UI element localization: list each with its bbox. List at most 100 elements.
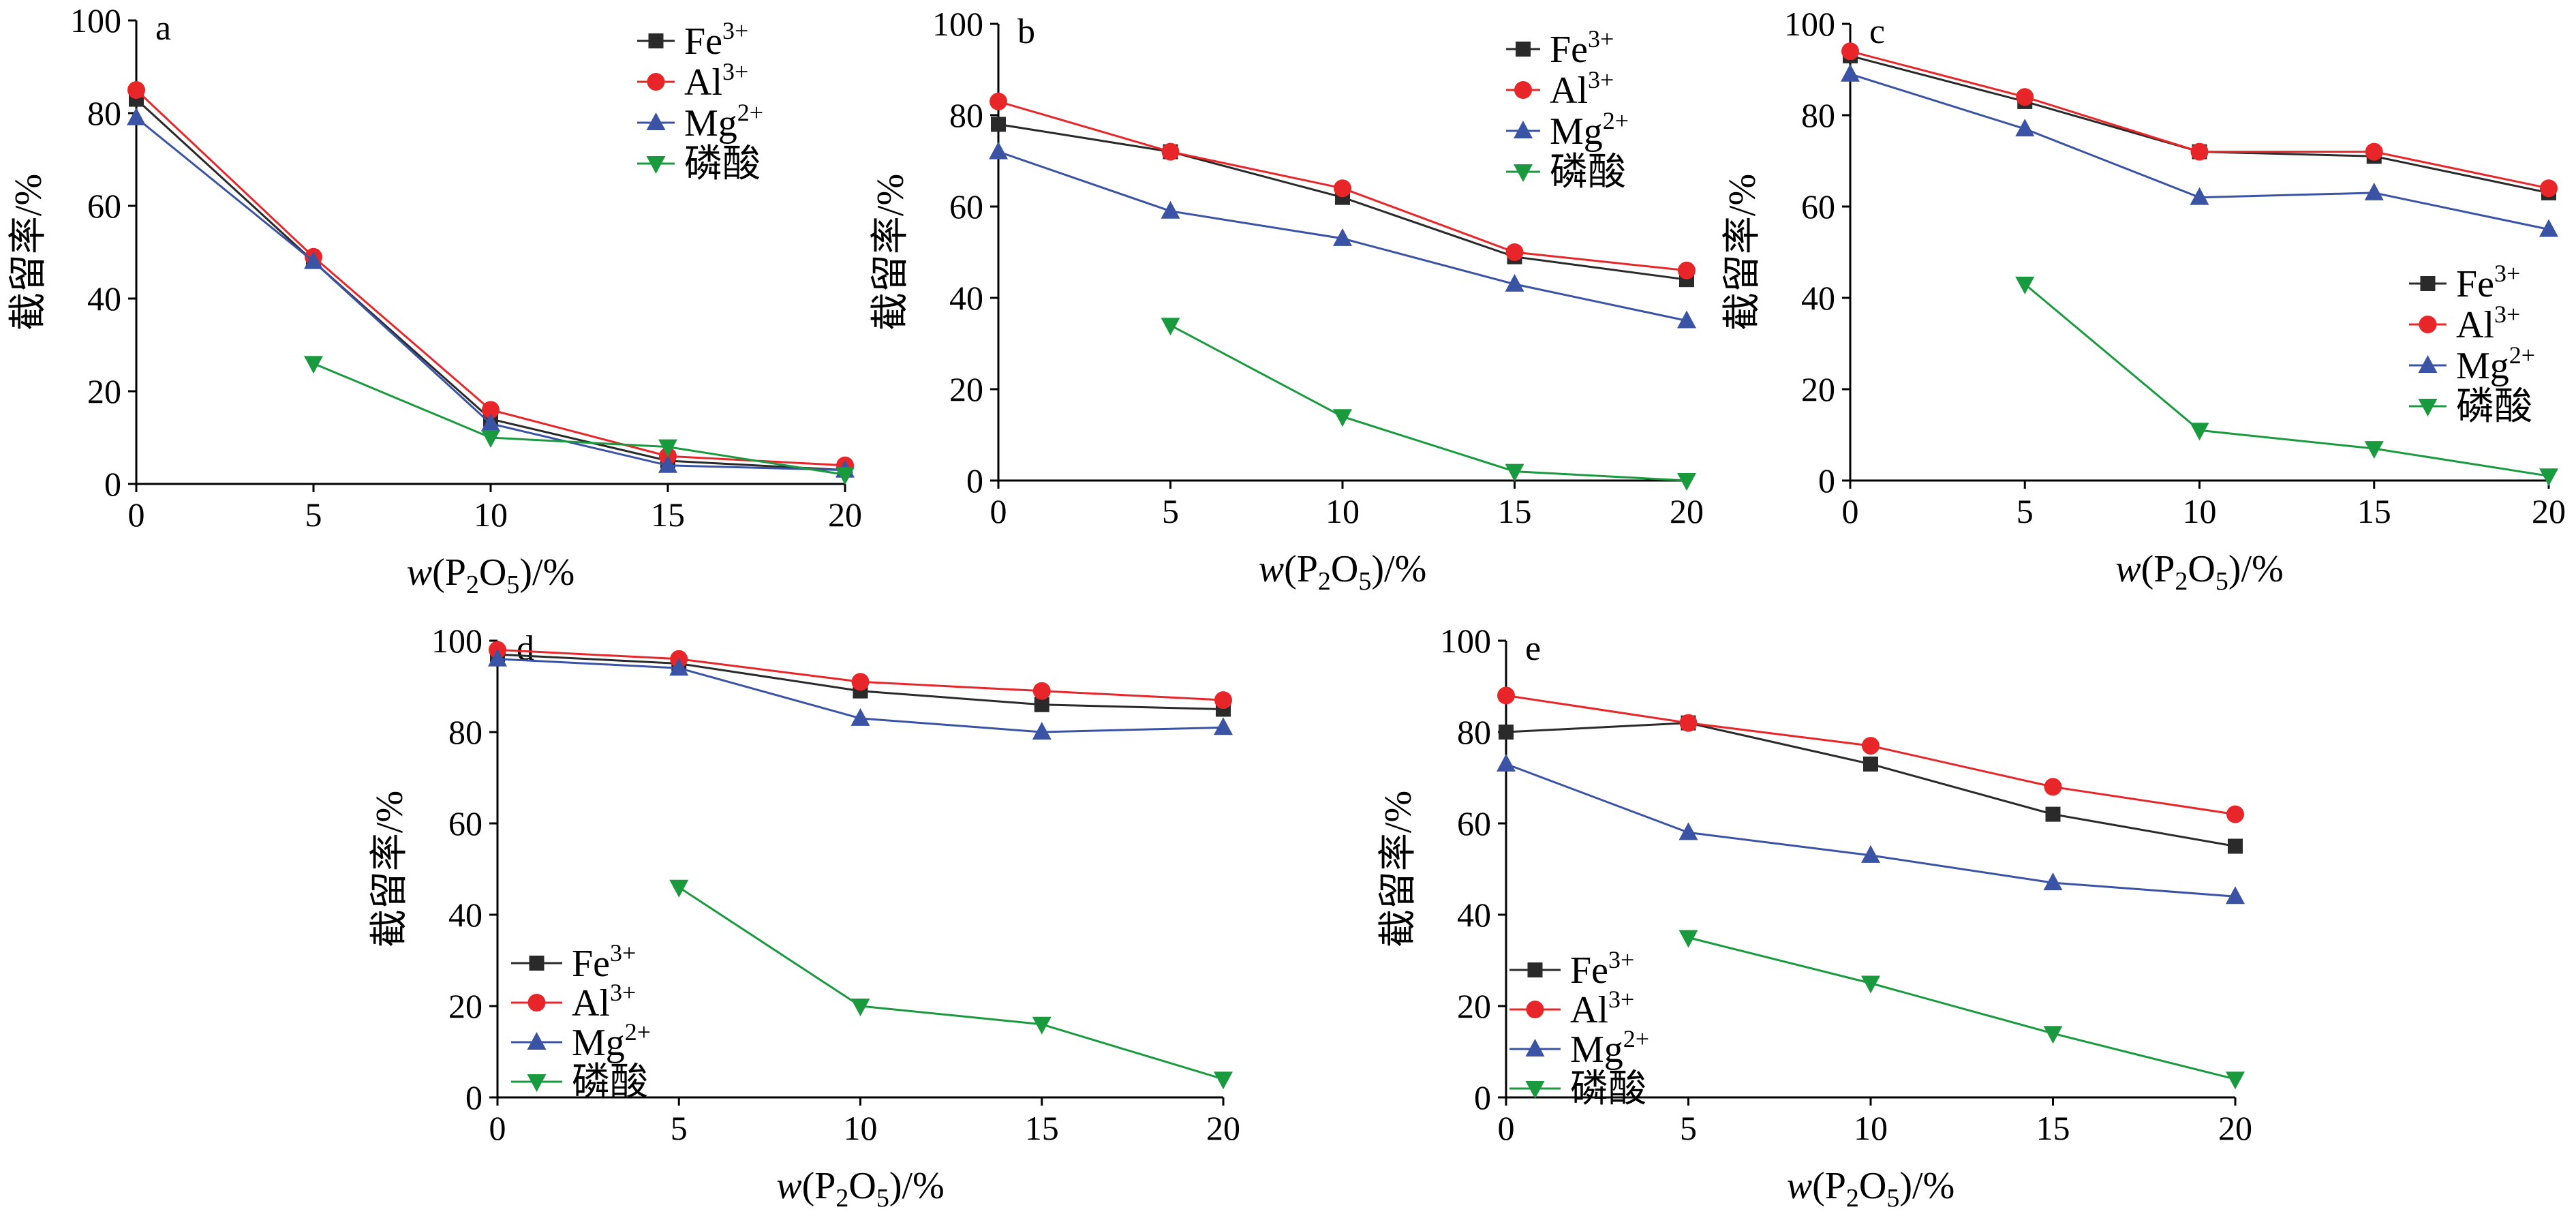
y-tick-label: 80 — [87, 94, 121, 132]
data-point — [1861, 975, 1880, 994]
data-point — [2045, 806, 2061, 822]
y-tick-label: 20 — [1457, 987, 1491, 1025]
x-tick-label: 0 — [1498, 1109, 1515, 1147]
legend-label: 磷酸 — [2456, 386, 2532, 428]
y-tick-label: 80 — [1457, 713, 1491, 751]
legend-label: Fe3+ — [2456, 260, 2520, 305]
panel-label: b — [1017, 12, 1035, 51]
x-axis-label: w(P2O5)/% — [1787, 1165, 1954, 1213]
chart-panel-b: 0 5 10 15 20 0 20 40 60 80 100 b w(P2O5)/% 截留率/% Fe3+A… — [870, 5, 1704, 596]
data-point — [1161, 318, 1180, 336]
series-line — [1169, 324, 1687, 482]
legend: Fe3+Al3+Mg2+磷酸 — [637, 17, 763, 185]
x-tick-label: 15 — [2036, 1109, 2070, 1147]
y-tick-label: 60 — [87, 187, 121, 225]
data-point — [669, 879, 689, 898]
x-tick-label: 5 — [1162, 492, 1179, 530]
x-tick-label: 0 — [1842, 492, 1859, 530]
legend-label: Al3+ — [2456, 301, 2520, 346]
data-point — [304, 251, 323, 269]
x-tick-label: 0 — [128, 496, 145, 534]
series-line — [313, 362, 846, 476]
legend-marker — [647, 73, 665, 91]
data-point — [481, 430, 500, 448]
legend-marker — [1525, 1081, 1545, 1099]
x-tick-label: 5 — [305, 496, 322, 534]
y-tick-label: 80 — [949, 96, 983, 134]
x-tick-label: 5 — [2017, 492, 2034, 530]
data-point — [1841, 63, 1860, 82]
data-point — [2226, 805, 2244, 823]
data-point — [990, 92, 1007, 110]
data-point — [1032, 722, 1052, 740]
data-point — [1161, 142, 1180, 161]
y-tick-label: 40 — [1801, 279, 1835, 317]
data-point — [1032, 682, 1051, 700]
data-point — [1032, 1016, 1052, 1035]
legend-marker — [646, 112, 666, 130]
legend-label: Al3+ — [1570, 986, 1634, 1031]
chart-panel-d: 0 5 10 15 20 0 20 40 60 80 100 d w(P2O5)/% 截留率/% Fe3+A… — [369, 622, 1240, 1213]
data-point — [1679, 714, 1698, 732]
x-tick-label: 10 — [474, 496, 508, 534]
data-point — [2228, 838, 2243, 854]
data-point — [1861, 845, 1880, 863]
x-axis-label: w(P2O5)/% — [407, 551, 574, 599]
chart-panel-e: 0 5 10 15 20 0 20 40 60 80 100 e w(P2O5)/% 截留率/% Fe3+A… — [1377, 622, 2252, 1213]
y-tick-label: 0 — [465, 1078, 482, 1116]
legend-marker — [2420, 276, 2436, 291]
data-point — [482, 401, 500, 419]
series-line — [2024, 283, 2549, 477]
data-point — [1334, 179, 1351, 198]
x-tick-label: 0 — [489, 1109, 506, 1147]
series-line — [1505, 694, 2236, 816]
data-point — [851, 673, 870, 691]
x-tick-label: 20 — [2532, 492, 2566, 530]
data-point — [2540, 179, 2558, 198]
legend-label: Fe3+ — [684, 17, 748, 63]
data-point — [2190, 187, 2209, 205]
x-tick-label: 5 — [1680, 1109, 1697, 1147]
series-0 — [1499, 715, 2243, 854]
x-axis-label: w(P2O5)/% — [1259, 548, 1426, 596]
legend-label: Fe3+ — [1550, 25, 1614, 71]
y-tick-label: 0 — [104, 465, 121, 503]
series-2 — [989, 141, 1696, 329]
panel-label: d — [517, 629, 534, 668]
panel-label: c — [1869, 12, 1885, 51]
series-0 — [1843, 48, 2556, 200]
y-axis-label: 截留率/% — [1377, 791, 1420, 947]
series-3 — [2015, 276, 2558, 487]
y-tick-label: 0 — [966, 461, 983, 500]
data-point — [2190, 423, 2209, 441]
legend-label: Mg2+ — [1550, 107, 1629, 153]
data-point — [304, 356, 323, 374]
y-tick-label: 60 — [1457, 804, 1491, 842]
x-tick-label: 20 — [1670, 492, 1704, 530]
data-point — [1497, 686, 1515, 705]
legend-marker — [527, 1032, 547, 1050]
data-point — [1214, 1071, 1233, 1090]
data-point — [1677, 310, 1696, 329]
legend-marker — [1525, 1039, 1545, 1057]
data-point — [2226, 1071, 2245, 1090]
legend-label: Al3+ — [684, 58, 748, 104]
x-tick-label: 15 — [2357, 492, 2391, 530]
data-point — [2226, 886, 2245, 905]
legend-marker — [1516, 42, 1531, 57]
data-point — [850, 708, 870, 726]
legend-marker — [1527, 962, 1543, 977]
series-line — [1505, 763, 2236, 898]
legend-marker — [529, 956, 545, 971]
data-point — [1333, 228, 1352, 246]
data-point — [2044, 778, 2062, 796]
data-point — [2364, 441, 2384, 459]
data-point — [127, 107, 146, 125]
y-tick-label: 0 — [1818, 461, 1835, 500]
legend-label: 磷酸 — [572, 1061, 648, 1104]
y-tick-label: 100 — [1784, 5, 1835, 43]
series-3 — [1678, 930, 2245, 1090]
x-tick-label: 20 — [1206, 1109, 1240, 1147]
y-tick-label: 40 — [87, 279, 121, 318]
data-point — [1677, 473, 1696, 491]
